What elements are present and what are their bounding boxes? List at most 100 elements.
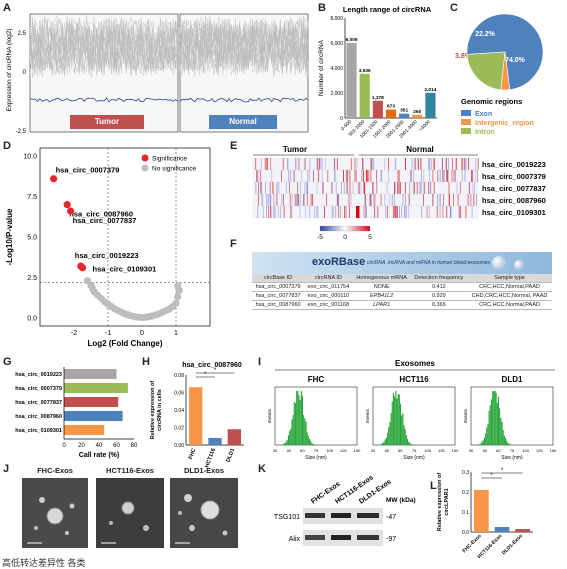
heatmap-cell (477, 158, 479, 170)
heatmap-cell (414, 182, 415, 194)
expression-line (179, 19, 309, 73)
subplot-frame (274, 386, 358, 446)
em-label-hct116: HCT116-Exos (106, 466, 154, 475)
heatmap-cell (370, 194, 371, 206)
heatmap-cell (471, 206, 473, 218)
heatmap-cell (281, 170, 282, 182)
y-tick-label: 0.02 (174, 426, 184, 432)
heatmap-cell (374, 194, 376, 206)
table-row: hsa_circ_0007379 exo_circ_011754 NONE 0.… (252, 282, 552, 292)
histogram-bar (286, 439, 288, 445)
heatmap-cell (421, 170, 422, 182)
table-header-row: circBase ID circRNA ID Homogenous mRNA D… (252, 274, 552, 283)
heatmap-cell (343, 182, 345, 194)
heatmap-cell (393, 206, 395, 218)
heatmap-cell (319, 158, 320, 170)
panel-k-western-blot: FHC-Exos HCT116-Exos DLD1-Exos MW (kDa) … (274, 474, 416, 546)
heatmap-cell (421, 206, 423, 218)
histogram-bar (383, 441, 385, 445)
heatmap-cell (262, 194, 264, 206)
heatmap-cell (298, 194, 300, 206)
heatmap-cell (455, 158, 456, 170)
heatmap-cell (476, 194, 477, 206)
em-label-fhc: FHC-Exos (37, 466, 73, 475)
em-label-dld1: DLD1-Exos (183, 466, 224, 475)
heatmap-cell (347, 182, 348, 194)
wb-mw-label: MW (kDa) (386, 497, 416, 504)
subplot-title: HCT116 (399, 375, 429, 384)
exorbase-banner: exoRBase circRNA, lncRNA and mRNA in hum… (252, 252, 552, 274)
histogram-bar (488, 410, 490, 445)
heatmap-cell (413, 170, 415, 182)
heatmap-cell (350, 158, 352, 170)
wb-band-name: Alix (289, 536, 301, 543)
heatmap-cell (289, 182, 290, 194)
chart-title: Length range of circRNA (343, 5, 432, 14)
legend-marker-significance (141, 154, 149, 162)
heatmap-cell (387, 206, 388, 218)
table-cell: LPAR1 (352, 300, 411, 310)
heatmap-cell (433, 158, 435, 170)
heatmap-cell (370, 158, 371, 170)
histogram-bar (291, 419, 293, 445)
heatmap-cell (366, 170, 367, 182)
y-tick-label: 0.1 (462, 510, 469, 516)
panel-label-i: I (258, 356, 262, 368)
heatmap-cell (443, 194, 444, 206)
heatmap-cell (317, 206, 319, 218)
histogram-bar (487, 423, 489, 445)
y-tick-label: hsa_circ_0109301 (15, 428, 62, 434)
heatmap-cell (450, 206, 452, 218)
panel-label-b: B (318, 2, 326, 14)
histogram-bar (485, 433, 487, 445)
x-tick-label: 125 (536, 448, 543, 453)
histogram-bar (486, 427, 488, 445)
significance-star: * (204, 372, 207, 378)
expression-line (179, 19, 309, 77)
color-scale-bar (319, 225, 371, 232)
heatmap-cell (271, 170, 273, 182)
histogram-bar (399, 403, 401, 445)
heatmap-cell (423, 194, 424, 206)
heatmap-cell (296, 194, 297, 206)
heatmap-cell (338, 194, 340, 206)
histogram-bar (313, 444, 315, 445)
wb-band-name: TSG101 (274, 514, 300, 521)
heatmap-cell (405, 194, 406, 206)
heatmap-cell (304, 206, 306, 218)
y-tick-label: 2,000 (330, 91, 343, 97)
heatmap-cell (472, 182, 474, 194)
y-axis-label: Events (365, 408, 370, 423)
heatmap-cell (257, 206, 259, 218)
heatmap-cell (349, 182, 351, 194)
expression-line (179, 15, 309, 76)
heatmap-cell (317, 158, 319, 170)
heatmap-cell (331, 182, 333, 194)
x-tick-label: 60 (398, 448, 403, 453)
histogram-bar (388, 427, 390, 445)
x-tick-label: 100 (522, 448, 529, 453)
heatmap-cell (349, 206, 351, 218)
heatmap-row-label: hsa_circ_0007379 (482, 172, 546, 181)
panel-label-d: D (3, 140, 11, 152)
x-tick-label: 0 (140, 330, 144, 337)
histogram-bar (490, 399, 492, 445)
heatmap-cell (303, 194, 305, 206)
heatmap-cell (395, 206, 396, 218)
y-axis-label: Number of circRNA (318, 39, 325, 96)
table-cell: 0.412 (410, 282, 468, 292)
wb-band (305, 535, 325, 540)
heatmap-cell (410, 170, 412, 182)
panel-a-ytick-mid: 0 (23, 70, 27, 76)
histogram-bar (401, 415, 403, 445)
bar (399, 113, 410, 118)
expression-line (29, 20, 179, 77)
em-image-dld1 (170, 478, 238, 548)
heatmap-cell (464, 158, 466, 170)
expression-line (29, 17, 179, 78)
histogram-bar (483, 437, 485, 445)
heatmap-cell (363, 170, 364, 182)
x-tick-label: 45 (286, 448, 291, 453)
heatmap-cell (456, 158, 457, 170)
x-axis-label: Log2 (Fold Change) (87, 339, 162, 348)
